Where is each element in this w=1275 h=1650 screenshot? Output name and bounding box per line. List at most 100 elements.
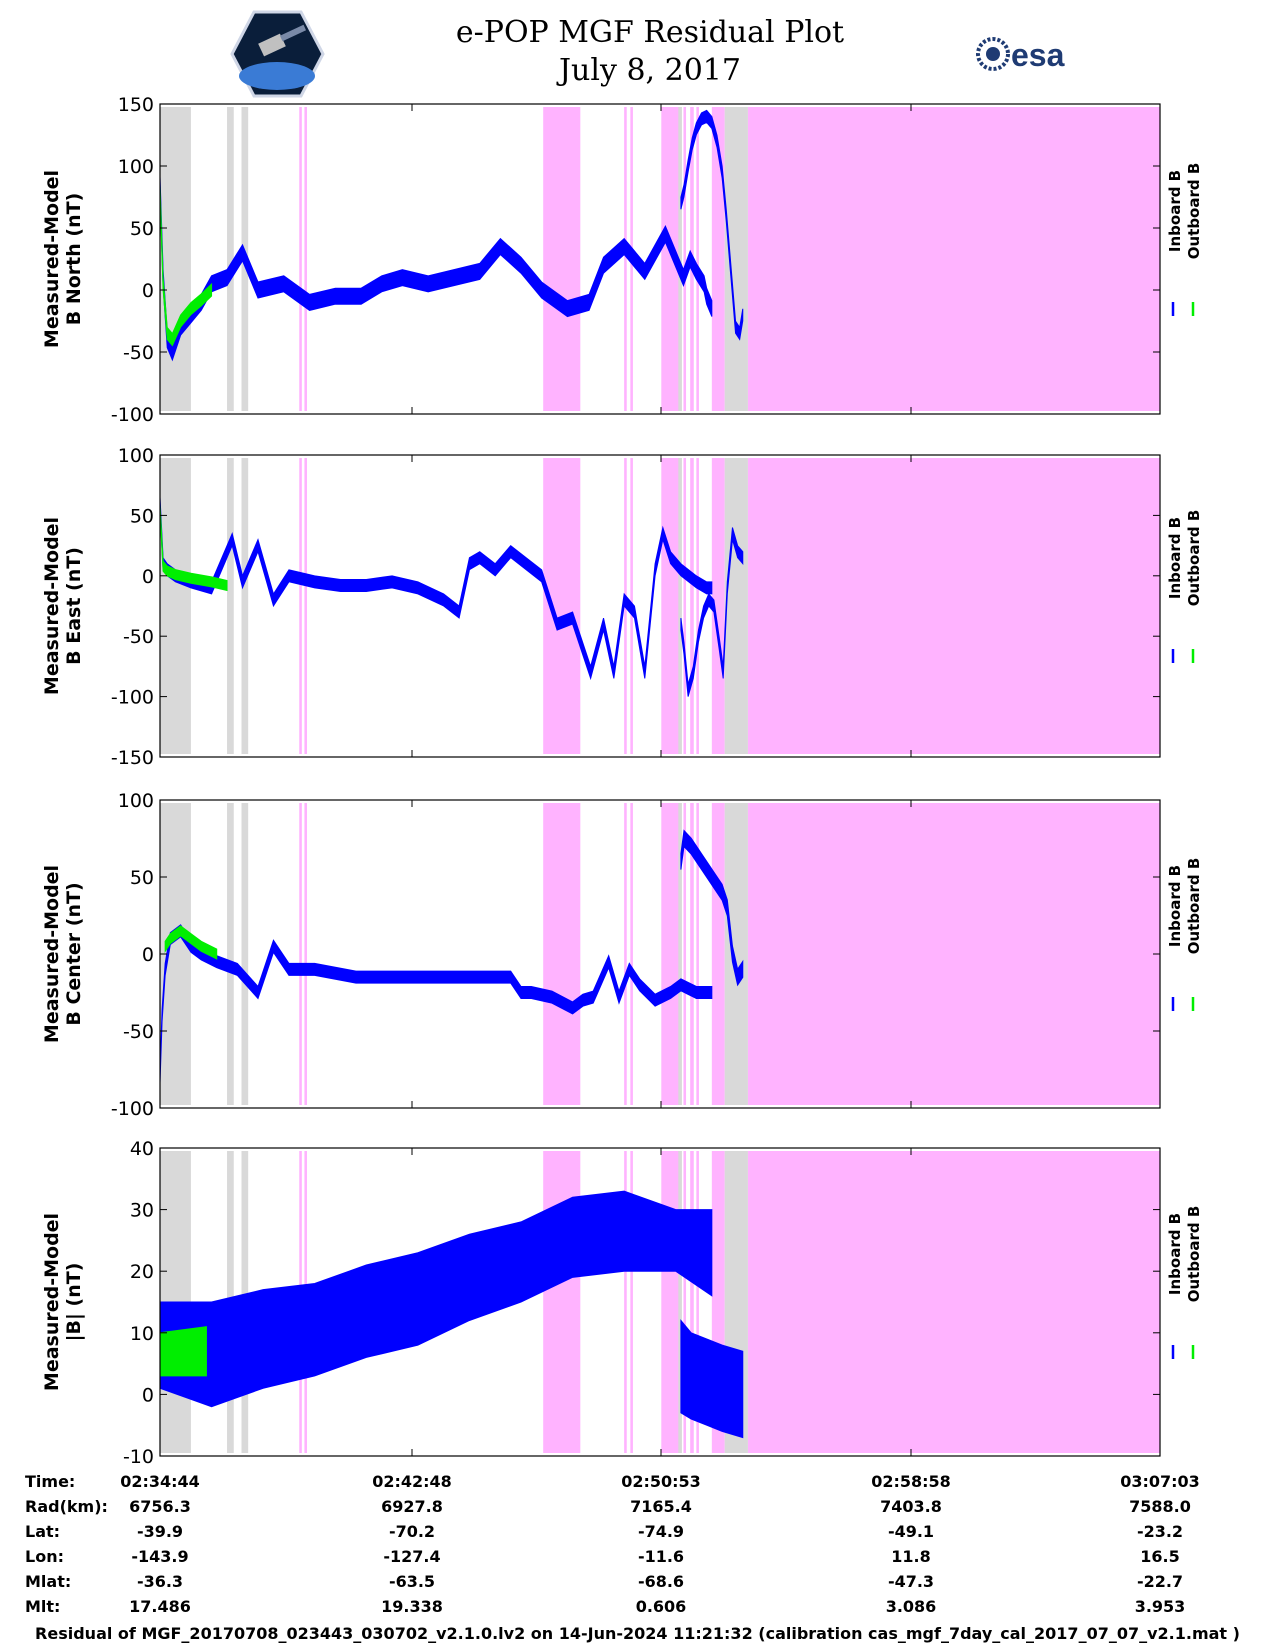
panel-4: 40 30 20 10 0 -10 Measured-Model|B| (nT) Inboar… <box>41 1138 1203 1468</box>
legend-inboard-label: Inboard B <box>1166 517 1184 599</box>
ephemeris-row-label: Mlt: <box>25 1597 60 1616</box>
pink-shade-band <box>661 107 681 411</box>
y-tick-label: -100 <box>111 1098 154 1120</box>
pink-shade-band <box>711 803 725 1105</box>
ephemeris-value: -36.3 <box>137 1572 183 1591</box>
ephemeris-value: 03:07:03 <box>1120 1472 1200 1491</box>
y-tick-label: -50 <box>123 1021 154 1043</box>
title-line-1: e-POP MGF Residual Plot <box>455 15 845 50</box>
outboard-series <box>164 925 218 960</box>
y-tick-label: 50 <box>130 867 154 889</box>
pink-shade-band <box>630 803 633 1105</box>
ephemeris-value: -39.9 <box>137 1522 183 1541</box>
inboard-series <box>159 497 713 681</box>
y-axis-label-line-1: Measured-Model <box>41 865 63 1043</box>
y-tick-label: 0 <box>142 280 154 302</box>
pink-shade-band <box>299 803 302 1105</box>
y-axis-label-line-2: B North (nT) <box>63 193 85 326</box>
ephemeris-value: -70.2 <box>389 1522 435 1541</box>
gray-shade-band <box>227 107 234 411</box>
pink-shade-band <box>304 803 307 1105</box>
gray-shade-band <box>160 458 191 754</box>
ephemeris-value: 02:58:58 <box>871 1472 951 1491</box>
ephemeris-value: 6927.8 <box>381 1497 443 1516</box>
legend-inboard-label: Inboard B <box>1166 865 1184 947</box>
legend-outboard-label: Outboard B <box>1185 163 1203 260</box>
y-axis-label-line-1: Measured-Model <box>41 517 63 695</box>
ephemeris-value: 7588.0 <box>1129 1497 1191 1516</box>
y-tick-label: 0 <box>142 944 154 966</box>
y-tick-label: 150 <box>118 94 154 116</box>
y-axis-label-line-1: Measured-Model <box>41 1213 63 1391</box>
y-tick-label: -10 <box>123 1446 154 1468</box>
y-tick-label: 50 <box>130 505 154 527</box>
esa-logo-text: esa <box>1011 37 1065 73</box>
y-axis-label-line-2: B Center (nT) <box>63 882 85 1025</box>
pink-shade-band <box>304 107 307 411</box>
axes-frame <box>159 1147 1161 1457</box>
ephemeris-value: 3.953 <box>1135 1597 1186 1616</box>
y-axis-label: Measured-ModelB North (nT) <box>41 170 85 348</box>
pink-shade-band <box>683 1151 687 1453</box>
ephemeris-row-label: Time: <box>25 1472 75 1491</box>
gray-shade-band <box>724 458 748 754</box>
ephemeris-value: 7165.4 <box>630 1497 692 1516</box>
gray-shade-band <box>678 458 682 754</box>
y-tick-label: 100 <box>118 790 154 812</box>
y-tick-label: -50 <box>123 626 154 648</box>
pink-shade-band <box>624 1151 627 1453</box>
gray-shade-band <box>724 107 748 411</box>
pink-shade-band <box>630 1151 633 1453</box>
pink-shade-band <box>696 803 699 1105</box>
gray-shade-band <box>241 458 249 754</box>
inboard-series <box>159 1190 713 1408</box>
legend-outboard-label: Outboard B <box>1185 858 1203 955</box>
pink-shade-band <box>690 1151 694 1453</box>
y-tick-label: -100 <box>111 687 154 709</box>
y-axis-label: Measured-ModelB Center (nT) <box>41 865 85 1043</box>
pink-shade-band <box>696 107 699 411</box>
ephemeris-value: -143.9 <box>131 1547 188 1566</box>
legend-labels: Inboard BOutboard B <box>1166 1206 1203 1303</box>
y-axis-label-line-2: |B| (nT) <box>63 1263 85 1342</box>
legend-labels: Inboard BOutboard B <box>1166 163 1203 260</box>
y-tick-label: -150 <box>111 747 154 769</box>
y-axis-label: Measured-ModelB East (nT) <box>41 517 85 695</box>
y-tick-label: 0 <box>142 566 154 588</box>
gray-shade-band <box>241 803 249 1105</box>
legend-labels: Inboard BOutboard B <box>1166 858 1203 955</box>
legend-inboard-label: Inboard B <box>1166 170 1184 252</box>
ephemeris-table: Time: Rad(km): Lat: Lon: Mlat: Mlt: 02:34:44 67… <box>25 1472 1200 1616</box>
y-tick-label: 20 <box>130 1261 154 1283</box>
pink-shade-band <box>711 458 725 754</box>
footer-caption: Residual of MGF_20170708_023443_030702_v… <box>35 1624 1240 1643</box>
panel-3: 100 50 0 -50 -100 Measured-ModelB Center (nT)… <box>41 790 1203 1120</box>
inboard-series <box>159 176 713 362</box>
pink-shade-band <box>747 458 1160 754</box>
legend-labels: Inboard BOutboard B <box>1166 510 1203 607</box>
ephemeris-value: 16.5 <box>1140 1547 1179 1566</box>
pink-shade-band <box>299 107 302 411</box>
gray-shade-band <box>678 107 682 411</box>
pink-shade-band <box>690 458 694 754</box>
ephemeris-value: -47.3 <box>888 1572 934 1591</box>
ephemeris-value: 0.606 <box>636 1597 687 1616</box>
y-tick-label: -100 <box>111 404 154 426</box>
legend-inboard-label: Inboard B <box>1166 1213 1184 1295</box>
pink-shade-band <box>696 1151 699 1453</box>
ephemeris-value: 3.086 <box>886 1597 937 1616</box>
legend-outboard-label: Outboard B <box>1185 510 1203 607</box>
cassiope-logo-icon <box>230 10 325 98</box>
pink-shade-band <box>299 458 302 754</box>
y-tick-label: 50 <box>130 218 154 240</box>
ephemeris-value: 7403.8 <box>880 1497 942 1516</box>
pink-shade-band <box>543 1151 581 1453</box>
ephemeris-row-label: Lat: <box>25 1522 60 1541</box>
ephemeris-value: -63.5 <box>389 1572 435 1591</box>
pink-shade-band <box>683 107 687 411</box>
ephemeris-value: -11.6 <box>638 1547 684 1566</box>
pink-shade-band <box>683 803 687 1105</box>
ephemeris-value: 17.486 <box>129 1597 191 1616</box>
ephemeris-value: 02:34:44 <box>120 1472 200 1491</box>
y-tick-label: 40 <box>130 1138 154 1160</box>
